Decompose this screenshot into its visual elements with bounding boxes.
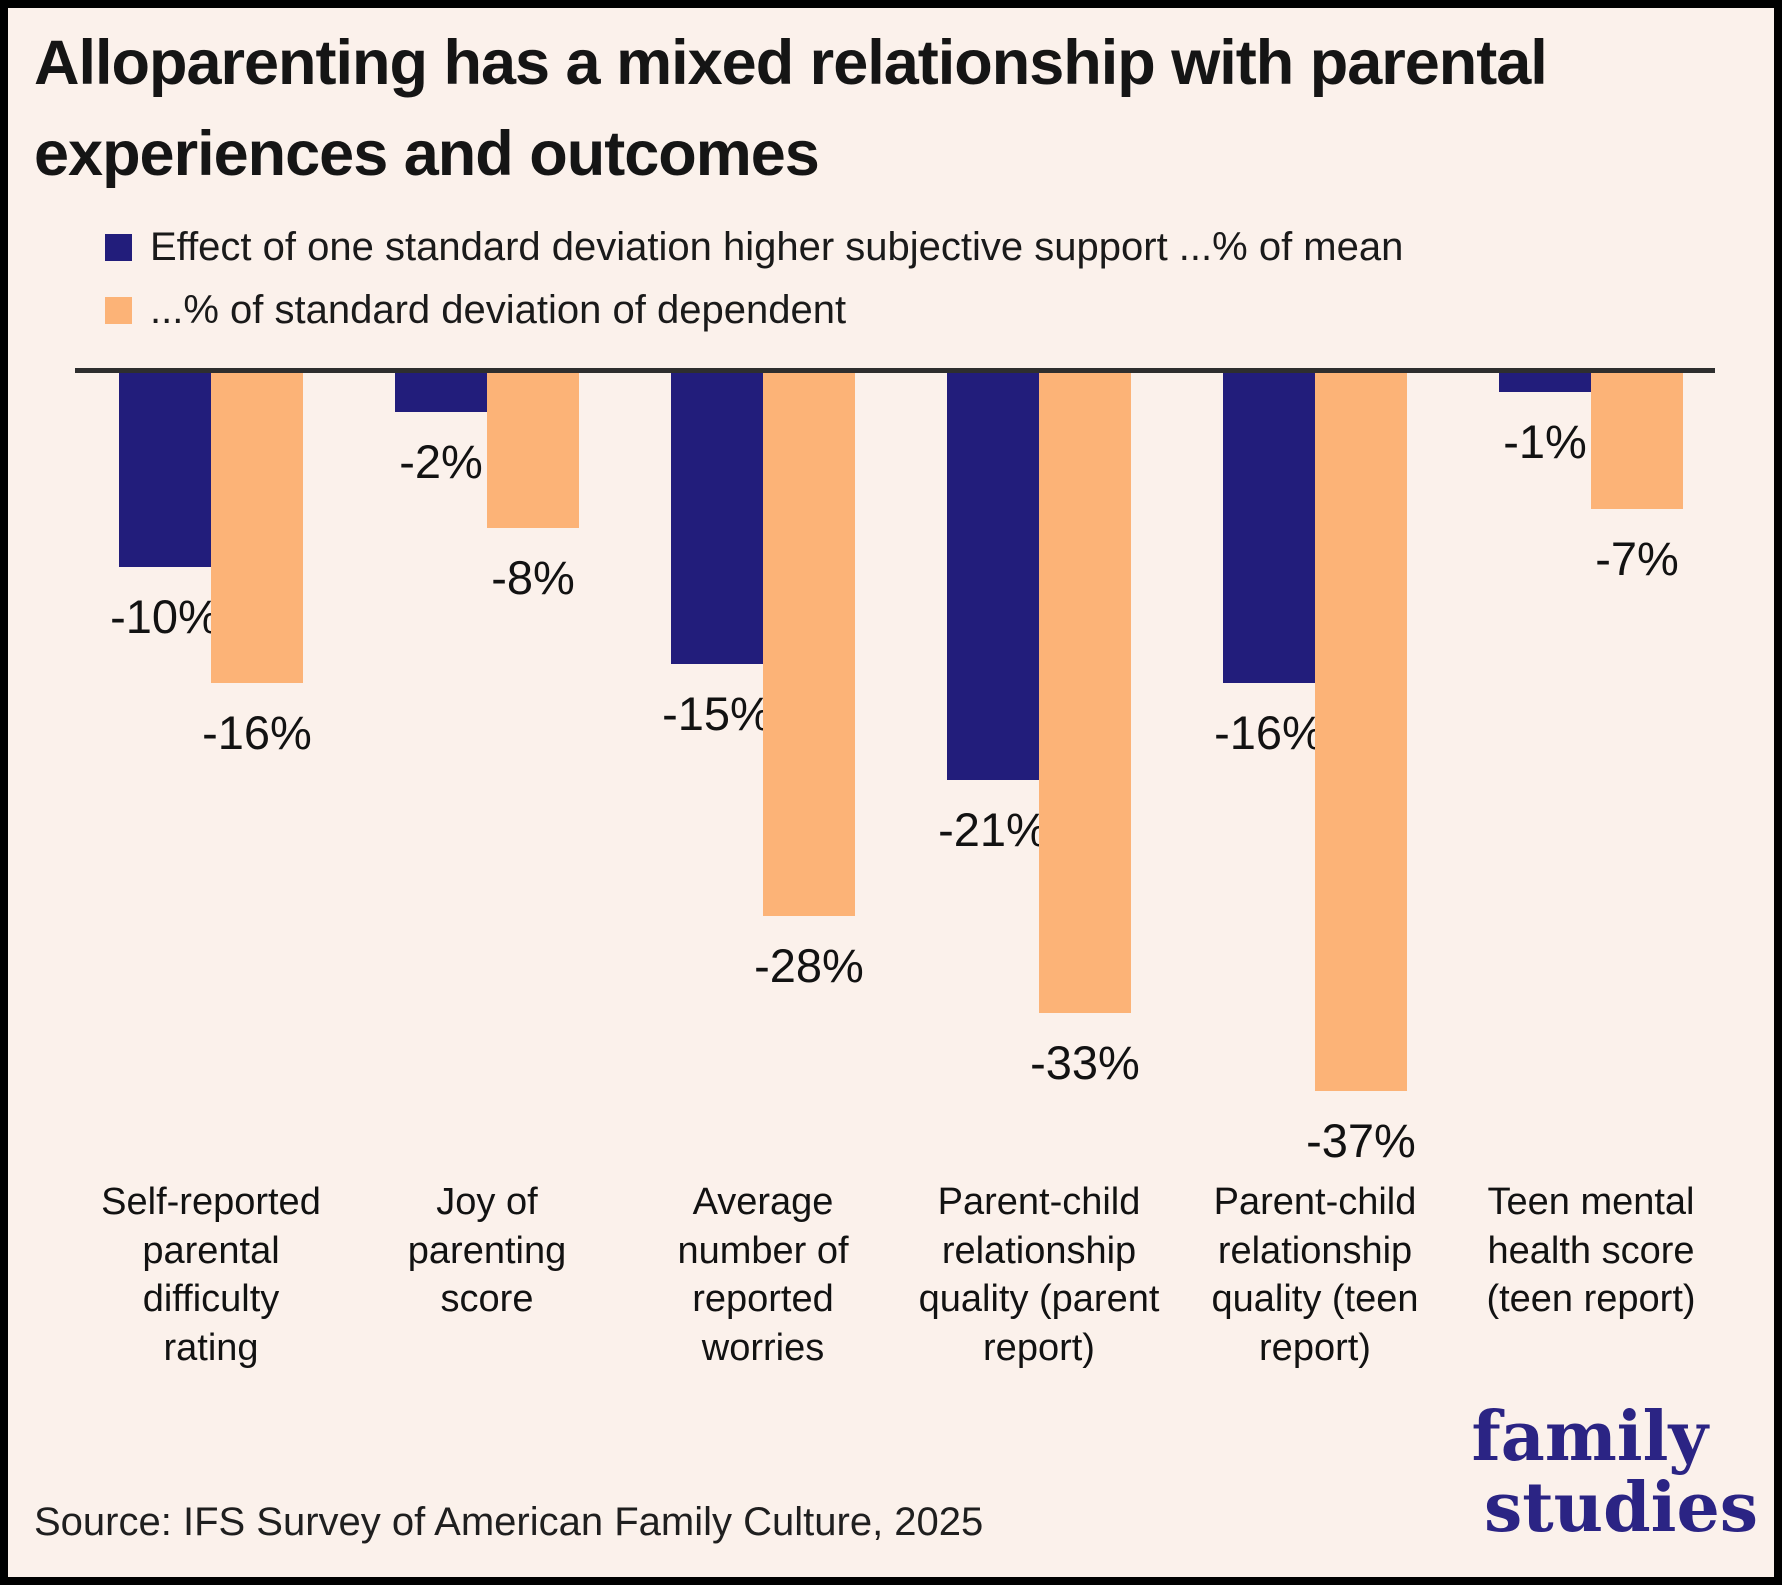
value-label-mean-3: -21% [938, 803, 1048, 856]
family-studies-logo: family studies [1471, 1397, 1758, 1549]
category-label-0: Self-reported parental difficulty rating [61, 1178, 361, 1373]
bar-sd-3 [1039, 373, 1131, 1013]
category-label-4: Parent-child relationship quality (teen rep… [1165, 1178, 1465, 1373]
title-line-2: experiences and outcomes [34, 119, 820, 190]
value-label-sd-2: -28% [754, 939, 864, 992]
plot-area: -10% -16% Self-reported parental difficulty r… [8, 8, 1774, 1577]
value-label-mean-1: -2% [399, 435, 483, 488]
legend-item-sd: ...% of standard deviation of dependent [105, 287, 1403, 333]
source-note: Source: IFS Survey of American Family Cu… [34, 1500, 984, 1544]
bar-sd-4 [1315, 373, 1407, 1091]
legend-label-mean: Effect of one standard deviation higher … [150, 224, 1404, 269]
value-label-mean-5: -1% [1503, 415, 1587, 468]
category-label-line: report) [1259, 1326, 1371, 1369]
bar-mean-2 [671, 373, 763, 664]
value-label-sd-5: -7% [1595, 532, 1679, 585]
title-line-1: Alloparenting has a mixed relationship w… [34, 28, 1548, 98]
value-label-mean-2: -15% [662, 687, 772, 740]
category-label-line: Joy of [436, 1181, 538, 1223]
bar-mean-0 [119, 373, 211, 567]
category-label-line: quality (teen [1211, 1278, 1419, 1321]
category-label-line: worries [701, 1326, 825, 1369]
category-label-line: number of [677, 1229, 849, 1272]
legend-swatch-orange [105, 296, 132, 324]
value-label-mean-0: -10% [110, 590, 220, 643]
bar-sd-0 [211, 373, 303, 683]
chart-canvas: Alloparenting has a mixed relationship w… [8, 8, 1774, 1577]
category-label-line: Average [692, 1181, 834, 1223]
legend-swatch-navy [105, 233, 132, 261]
category-label-line: health score [1487, 1229, 1695, 1272]
category-label-line: reported [692, 1278, 834, 1321]
legend-item-mean: Effect of one standard deviation higher … [105, 224, 1403, 270]
axis-baseline [75, 368, 1715, 373]
category-label-line: quality (parent [918, 1278, 1160, 1321]
bar-sd-5 [1591, 373, 1683, 509]
value-label-sd-0: -16% [202, 706, 312, 759]
bar-mean-5 [1499, 373, 1591, 392]
legend-label-sd: ...% of standard deviation of dependent [150, 287, 847, 332]
category-label-line: rating [163, 1326, 259, 1369]
category-label-line: parental [142, 1229, 280, 1272]
category-label-line: score [440, 1278, 534, 1321]
category-label-2: Average number of reported worries [613, 1178, 913, 1373]
legend: Effect of one standard deviation higher … [105, 224, 1403, 350]
category-label-5: Teen mental health score (teen report) [1441, 1178, 1741, 1324]
logo-family: family [1471, 1397, 1708, 1477]
logo-studies: studies [1483, 1468, 1758, 1549]
bar-mean-4 [1223, 373, 1315, 683]
bar-mean-3 [947, 373, 1039, 780]
category-label-3: Parent-child relationship quality (parent r… [889, 1178, 1189, 1373]
value-label-mean-4: -16% [1214, 706, 1324, 759]
bar-sd-1 [487, 373, 579, 528]
category-label-line: report) [983, 1326, 1095, 1369]
value-label-sd-1: -8% [491, 551, 575, 604]
category-label-line: relationship [941, 1229, 1137, 1272]
value-label-sd-3: -33% [1030, 1036, 1140, 1089]
value-label-sd-4: -37% [1306, 1114, 1416, 1167]
category-label-line: (teen report) [1486, 1278, 1696, 1321]
category-label-line: Teen mental [1487, 1181, 1695, 1223]
category-label-line: relationship [1217, 1229, 1413, 1272]
category-label-line: difficulty [142, 1278, 280, 1321]
bar-sd-2 [763, 373, 855, 916]
category-label-1: Joy of parenting score [337, 1178, 637, 1324]
bar-mean-1 [395, 373, 487, 412]
category-label-line: Parent-child [937, 1181, 1141, 1223]
category-label-line: Parent-child [1213, 1181, 1417, 1223]
category-label-line: parenting [407, 1229, 567, 1272]
category-label-line: Self-reported [101, 1181, 321, 1223]
chart-title: Alloparenting has a mixed relationship w… [34, 18, 1548, 201]
